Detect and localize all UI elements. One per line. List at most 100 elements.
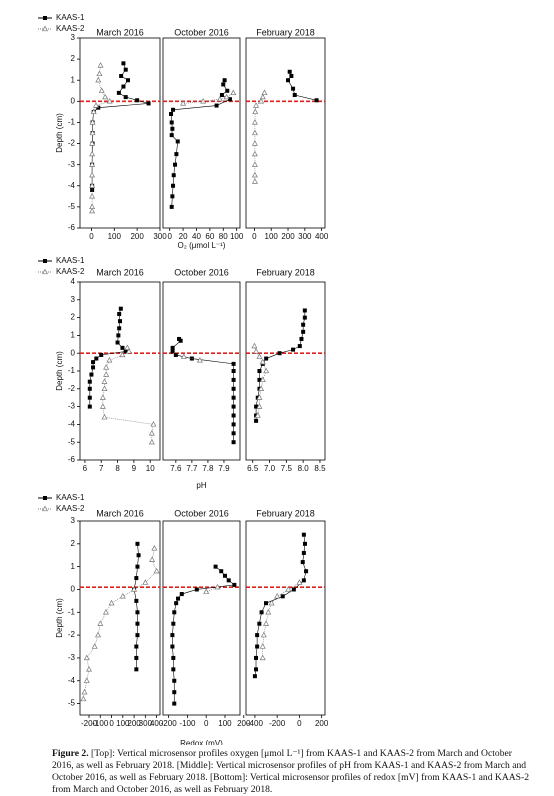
profile-line — [172, 338, 234, 443]
data-point — [103, 371, 110, 377]
data-point — [153, 567, 160, 574]
y-tick-label: 1 — [71, 75, 76, 84]
legend-label: KAAS-2 — [56, 504, 85, 513]
data-point — [251, 129, 258, 136]
data-point — [123, 67, 128, 72]
data-point — [142, 579, 149, 585]
data-point — [254, 418, 259, 423]
x-tick-label: 6 — [83, 464, 88, 473]
data-point — [255, 633, 260, 638]
data-point — [263, 367, 270, 374]
x-tick-label: 200 — [237, 719, 251, 728]
y-tick-label: -1 — [68, 607, 76, 616]
data-point — [83, 677, 90, 683]
data-point — [101, 385, 108, 391]
data-point — [304, 569, 309, 574]
data-point — [148, 438, 155, 445]
data-point — [148, 429, 155, 436]
data-point — [179, 592, 184, 597]
data-point — [106, 356, 113, 363]
data-point — [89, 161, 96, 167]
x-tick-label: 400 — [315, 232, 329, 241]
data-point — [91, 360, 96, 365]
data-point — [231, 431, 236, 436]
data-point — [119, 74, 124, 78]
data-point — [180, 353, 187, 359]
data-point — [203, 588, 210, 594]
legend-marker — [42, 25, 48, 32]
data-point — [102, 608, 109, 615]
data-point — [121, 61, 126, 66]
y-tick-label: -5 — [68, 202, 76, 211]
data-point — [216, 95, 223, 102]
data-point — [302, 315, 307, 320]
panel-title: March 2016 — [96, 27, 144, 37]
data-point — [97, 620, 104, 626]
data-point — [222, 573, 227, 578]
data-point — [265, 608, 272, 615]
data-point — [136, 553, 141, 558]
data-point — [257, 621, 262, 626]
legend-label: KAAS-1 — [56, 493, 85, 502]
data-point — [213, 564, 218, 569]
data-point — [255, 644, 260, 649]
y-tick-label: -5 — [68, 699, 76, 708]
data-point — [214, 583, 221, 590]
data-point — [135, 621, 140, 626]
data-point — [95, 76, 102, 83]
data-point — [120, 345, 125, 350]
x-tick-label: 6.5 — [247, 464, 259, 473]
data-point — [96, 70, 103, 77]
data-point — [260, 631, 267, 638]
data-point — [289, 74, 294, 78]
x-tick-label: 7.8 — [202, 464, 214, 473]
data-point — [259, 93, 266, 100]
data-point — [253, 348, 260, 354]
x-tick-label: 9 — [132, 464, 137, 473]
data-point — [173, 352, 178, 357]
x-tick-label: 40 — [192, 232, 201, 241]
data-point — [173, 162, 178, 167]
data-point — [171, 655, 176, 660]
data-point — [169, 112, 174, 116]
data-point — [254, 667, 259, 672]
data-point — [87, 404, 92, 409]
data-point — [176, 596, 181, 601]
data-point — [170, 345, 175, 350]
y-tick-label: -6 — [68, 455, 76, 464]
data-point — [287, 69, 292, 74]
x-axis-label: pH — [196, 481, 206, 490]
data-point — [123, 95, 128, 100]
data-point — [259, 643, 266, 649]
profile-line — [91, 65, 111, 212]
data-point — [171, 667, 176, 672]
x-tick-label: -200 — [161, 719, 178, 728]
data-point — [178, 338, 183, 343]
data-point — [89, 182, 96, 188]
data-point — [222, 78, 227, 83]
x-tick-label: 7.6 — [170, 464, 182, 473]
profile-line — [262, 582, 300, 658]
data-point — [252, 674, 257, 679]
data-point — [151, 545, 158, 551]
data-point — [227, 97, 232, 102]
data-point — [134, 576, 139, 581]
caption: Figure 2. [Top]: Vertical microsensor pr… — [52, 748, 530, 796]
profile-line — [102, 347, 154, 443]
caption-label: Figure 2. — [52, 748, 89, 759]
x-tick-label: 200 — [281, 232, 295, 241]
data-point — [258, 385, 265, 391]
x-tick-label: 300 — [298, 232, 312, 241]
x-tick-label: 0 — [252, 232, 257, 241]
x-tick-label: 7.9 — [218, 464, 230, 473]
x-axis-label: Redox (mV) — [180, 739, 223, 745]
x-tick-label: 60 — [205, 232, 214, 241]
data-point — [257, 377, 262, 382]
data-point — [89, 372, 94, 377]
x-tick-label: 300 — [153, 232, 167, 241]
x-tick-label: 200 — [127, 719, 141, 728]
data-point — [297, 344, 302, 349]
x-tick-label: -400 — [247, 719, 264, 728]
data-point — [301, 322, 306, 327]
